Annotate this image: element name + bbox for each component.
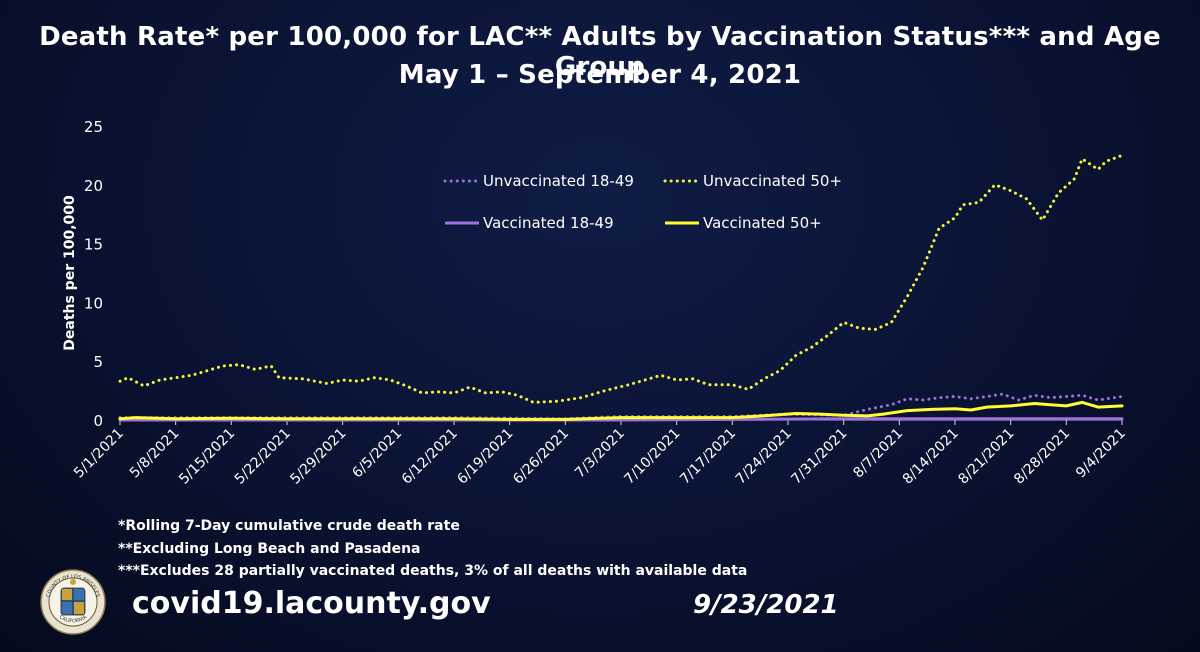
x-tick-label: 6/26/2021 bbox=[510, 426, 572, 488]
x-tick-label: 7/31/2021 bbox=[788, 426, 850, 488]
x-tick-label: 7/24/2021 bbox=[733, 426, 795, 488]
y-axis-label: Deaths per 100,000 bbox=[62, 195, 78, 351]
y-tick-label: 5 bbox=[93, 353, 103, 371]
x-tick-label: 7/17/2021 bbox=[677, 426, 739, 488]
x-tick-label: 6/12/2021 bbox=[399, 426, 461, 488]
county-seal-logo: COUNTY OF LOS ANGELES CALIFORNIA bbox=[40, 569, 106, 635]
x-tick-label: 7/10/2021 bbox=[621, 426, 683, 488]
x-tick-label: 5/8/2021 bbox=[127, 426, 183, 482]
website-url: covid19.lacounty.gov bbox=[132, 586, 491, 621]
x-tick-label: 5/29/2021 bbox=[287, 426, 349, 488]
legend-label: Unvaccinated 18-49 bbox=[483, 172, 634, 190]
x-tick-label: 5/22/2021 bbox=[232, 426, 294, 488]
series-line-unvaccinated-18-49 bbox=[118, 392, 1124, 421]
svg-text:CALIFORNIA: CALIFORNIA bbox=[58, 614, 89, 625]
legend-label: Unvaccinated 50+ bbox=[703, 172, 842, 190]
x-tick-label: 6/5/2021 bbox=[349, 426, 405, 482]
x-tick-label: 6/19/2021 bbox=[454, 426, 516, 488]
footnote-exclusion: **Excluding Long Beach and Pasadena bbox=[118, 541, 421, 557]
legend-label: Vaccinated 18-49 bbox=[483, 214, 614, 232]
x-tick-label: 8/14/2021 bbox=[900, 426, 962, 488]
y-tick-label: 25 bbox=[84, 118, 103, 136]
chart-lines bbox=[118, 153, 1124, 422]
x-tick-label: 8/28/2021 bbox=[1011, 426, 1073, 488]
series-line-unvaccinated-50- bbox=[118, 153, 1124, 404]
chart-title: Death Rate* per 100,000 for LAC** Adults… bbox=[39, 22, 1161, 82]
chart-legend: Unvaccinated 18-49 Unvaccinated 50+ Vaccin… bbox=[443, 172, 842, 232]
x-tick-label: 7/3/2021 bbox=[572, 426, 628, 482]
y-tick-label: 20 bbox=[84, 177, 103, 195]
x-tick-label: 8/21/2021 bbox=[955, 426, 1017, 488]
y-tick-label: 10 bbox=[84, 294, 103, 312]
y-tick-label: 0 bbox=[93, 412, 103, 430]
x-tick-label: 5/15/2021 bbox=[176, 426, 238, 488]
x-tick-label: 5/1/2021 bbox=[71, 426, 127, 482]
footnote-rolling-rate: *Rolling 7-Day cumulative crude death ra… bbox=[118, 518, 460, 534]
chart-subtitle: May 1 – September 4, 2021 bbox=[398, 60, 802, 90]
report-date: 9/23/2021 bbox=[693, 590, 839, 620]
x-tick-label: 9/4/2021 bbox=[1073, 426, 1129, 482]
x-tick-label: 8/7/2021 bbox=[850, 426, 906, 482]
footnote-partial: ***Excludes 28 partially vaccinated deat… bbox=[118, 563, 748, 579]
series-line-vaccinated-50- bbox=[118, 400, 1124, 421]
y-tick-label: 15 bbox=[84, 236, 103, 254]
legend-label: Vaccinated 50+ bbox=[703, 214, 822, 232]
